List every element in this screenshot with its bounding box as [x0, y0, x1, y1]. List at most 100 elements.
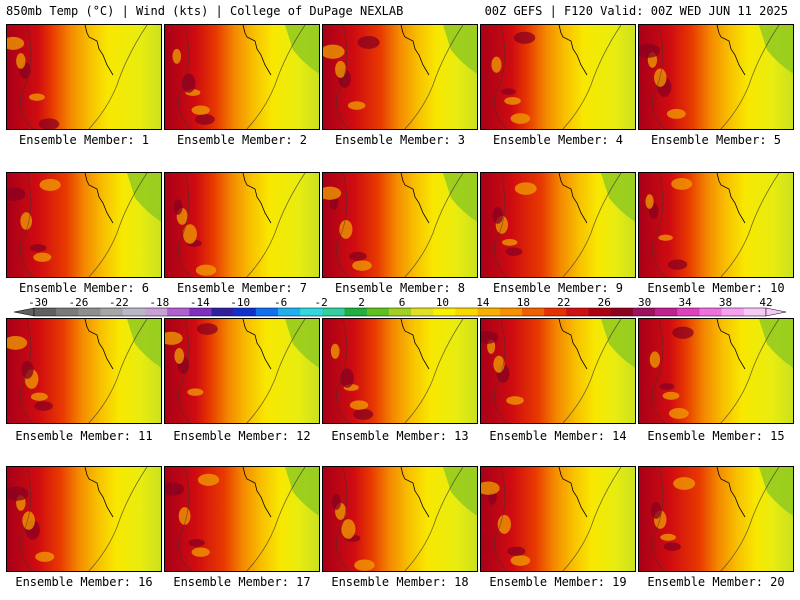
colorbar-swatch [78, 308, 101, 316]
ensemble-member-label: Ensemble Member: 2 [176, 133, 308, 147]
colorbar-tick-label: -14 [189, 296, 210, 309]
colorbar-tick-label: -6 [274, 296, 288, 309]
colorbar-swatch [522, 308, 545, 316]
ensemble-member-label: Ensemble Member: 15 [647, 429, 785, 443]
colorbar-swatch [655, 308, 678, 316]
ensemble-member-label: Ensemble Member: 12 [173, 429, 311, 443]
ensemble-member-label: Ensemble Member: 19 [489, 575, 627, 589]
colorbar-swatch [211, 308, 234, 316]
colorbar-swatch [388, 308, 412, 316]
colorbar-swatch [300, 308, 323, 316]
ensemble-panel-6 [6, 172, 162, 278]
ensemble-panel-15 [638, 318, 794, 424]
colorbar-tick-label: -10 [230, 296, 251, 309]
colorbar-swatch [122, 308, 146, 316]
ensemble-panel-3 [322, 24, 478, 130]
ensemble-panel-10 [638, 172, 794, 278]
colorbar-tick-label: 26 [597, 296, 611, 309]
colorbar-swatch [499, 308, 523, 316]
colorbar-arrow-right [765, 307, 787, 317]
colorbar-swatch [455, 308, 478, 316]
ensemble-member-label: Ensemble Member: 13 [331, 429, 469, 443]
header: 850mb Temp (°C) | Wind (kts) | College o… [0, 0, 800, 22]
ensemble-panel-20 [638, 466, 794, 572]
colorbar-tick-label: -26 [68, 296, 89, 309]
colorbar-swatch [322, 308, 345, 316]
ensemble-panel-17 [164, 466, 320, 572]
valid-time: 00Z GEFS | F120 Valid: 00Z WED JUN 11 20… [484, 4, 788, 18]
ensemble-member-label: Ensemble Member: 3 [334, 133, 466, 147]
colorbar-tick-label: 2 [358, 296, 365, 309]
colorbar-swatch [566, 308, 589, 316]
ensemble-member-label: Ensemble Member: 20 [647, 575, 785, 589]
colorbar-tick-label: 10 [435, 296, 450, 309]
ensemble-panel-8 [322, 172, 478, 278]
colorbar-swatch [278, 308, 301, 316]
colorbar-swatch [144, 308, 168, 316]
ensemble-panel-13 [322, 318, 478, 424]
ensemble-member-label: Ensemble Member: 1 [18, 133, 150, 147]
colorbar-tick-label: -2 [314, 296, 328, 309]
ensemble-panel-11 [6, 318, 162, 424]
ensemble-member-label: Ensemble Member: 7 [176, 281, 308, 295]
ensemble-member-label: Ensemble Member: 18 [331, 575, 469, 589]
colorbar-swatch [167, 308, 190, 316]
colorbar-swatch [544, 308, 567, 316]
colorbar-tick-label: 42 [759, 296, 773, 309]
colorbar-swatches [13, 307, 787, 317]
colorbar-swatch [56, 308, 79, 316]
ensemble-panel-19 [480, 466, 636, 572]
colorbar-ticks: -30 -26 -22 -18 -14 -10 -6 -2 2 6 10 14 18 22 26 30 34 38… [0, 296, 800, 309]
ensemble-panel-9 [480, 172, 636, 278]
colorbar-arrow-left [13, 307, 35, 317]
colorbar-swatch [588, 308, 612, 316]
colorbar-swatch [477, 308, 501, 316]
ensemble-member-label: Ensemble Member: 14 [489, 429, 627, 443]
ensemble-panel-4 [480, 24, 636, 130]
ensemble-member-label: Ensemble Member: 16 [15, 575, 153, 589]
ensemble-member-label: Ensemble Member: 9 [492, 281, 624, 295]
ensemble-panel-18 [322, 466, 478, 572]
colorbar-tick-label: -22 [108, 296, 129, 309]
ensemble-member-label: Ensemble Member: 5 [650, 133, 782, 147]
colorbar-tick-label: 34 [678, 296, 692, 309]
colorbar-swatch [366, 308, 390, 316]
colorbar-swatch [632, 308, 656, 316]
colorbar-tick-label: 6 [398, 296, 406, 309]
colorbar-swatch [610, 308, 634, 316]
chart-title: 850mb Temp (°C) | Wind (kts) | College o… [6, 4, 404, 18]
colorbar-swatch [677, 308, 700, 316]
ensemble-member-label: Ensemble Member: 17 [173, 575, 311, 589]
colorbar-swatch [743, 308, 767, 316]
colorbar-tick-label: 18 [516, 296, 530, 309]
ensemble-panel-5 [638, 24, 794, 130]
ensemble-panel-7 [164, 172, 320, 278]
colorbar-swatch [255, 308, 279, 316]
colorbar-swatch [233, 308, 257, 316]
colorbar-swatch [189, 308, 212, 316]
colorbar-swatch [34, 308, 57, 316]
colorbar-swatch [721, 308, 745, 316]
colorbar-tick-label: 22 [557, 296, 571, 309]
colorbar-swatch [344, 308, 368, 316]
colorbar-tick-label: 14 [476, 296, 490, 309]
colorbar [0, 296, 800, 320]
colorbar-swatch [411, 308, 434, 316]
ensemble-member-label: Ensemble Member: 10 [647, 281, 785, 295]
ensemble-member-label: Ensemble Member: 11 [15, 429, 153, 443]
colorbar-tick-label: 38 [718, 296, 733, 309]
ensemble-panel-16 [6, 466, 162, 572]
ensemble-panel-2 [164, 24, 320, 130]
ensemble-panel-14 [480, 318, 636, 424]
colorbar-tick-label: -18 [149, 296, 170, 309]
colorbar-swatch [433, 308, 456, 316]
colorbar-swatch [100, 308, 124, 316]
ensemble-member-label: Ensemble Member: 4 [492, 133, 624, 147]
ensemble-panel-12 [164, 318, 320, 424]
colorbar-tick-label: -30 [28, 296, 48, 309]
colorbar-swatch [699, 308, 722, 316]
colorbar-tick-label: 30 [638, 296, 652, 309]
ensemble-panel-1 [6, 24, 162, 130]
ensemble-member-label: Ensemble Member: 8 [334, 281, 466, 295]
ensemble-member-label: Ensemble Member: 6 [18, 281, 150, 295]
